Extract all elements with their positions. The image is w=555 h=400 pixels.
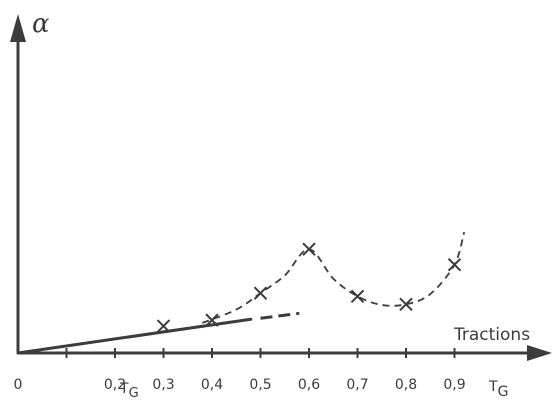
data-point-1 [205, 313, 219, 327]
tick-annotation: TG [119, 381, 139, 400]
x-tick-label-3: 0,3 [152, 377, 174, 393]
solid-fit-line [16, 317, 253, 355]
x-axis-end-letter: T [488, 379, 498, 395]
data-points [156, 242, 462, 333]
y-axis-arrow [10, 14, 26, 42]
x-tick-label-8: 0,8 [395, 377, 417, 393]
x-tick-label-2: 0,2 [104, 377, 126, 393]
data-point-6 [447, 257, 462, 272]
x-axis-end-subscript: G [498, 384, 509, 400]
x-axis-label: Tractions [453, 325, 530, 345]
tick-annotation-letter: T [119, 381, 129, 397]
axes [10, 14, 552, 361]
tick-annotation-subscript: G [129, 386, 139, 400]
x-tick-label-6: 0,6 [298, 377, 320, 393]
data-point-4 [350, 289, 365, 303]
data-point-0 [156, 319, 171, 333]
data-point-3 [302, 242, 316, 256]
dashed-trend-curve [201, 231, 466, 324]
x-ticks [65, 348, 456, 358]
x-axis-end-label: TG [488, 379, 508, 400]
x-tick-label-9: 0,9 [443, 377, 465, 393]
dashed-fit-extension [260, 311, 300, 320]
x-tick-labels: 0 0,2 0,3 0,4 0,5 0,6 0,7 0,8 0,9 [14, 377, 466, 393]
x-tick-label-0: 0 [14, 377, 23, 393]
dashed-extension-line [260, 311, 300, 320]
data-point-2 [253, 286, 268, 300]
x-axis-arrow [527, 345, 552, 361]
x-tick-label-5: 0,5 [249, 377, 271, 393]
x-tick-label-4: 0,4 [201, 377, 223, 393]
data-point-5 [399, 297, 413, 312]
x-tick-label-7: 0,7 [346, 377, 368, 393]
dashed-curve-path [201, 231, 466, 324]
y-axis-label: α [32, 9, 50, 39]
solid-line [16, 317, 253, 355]
